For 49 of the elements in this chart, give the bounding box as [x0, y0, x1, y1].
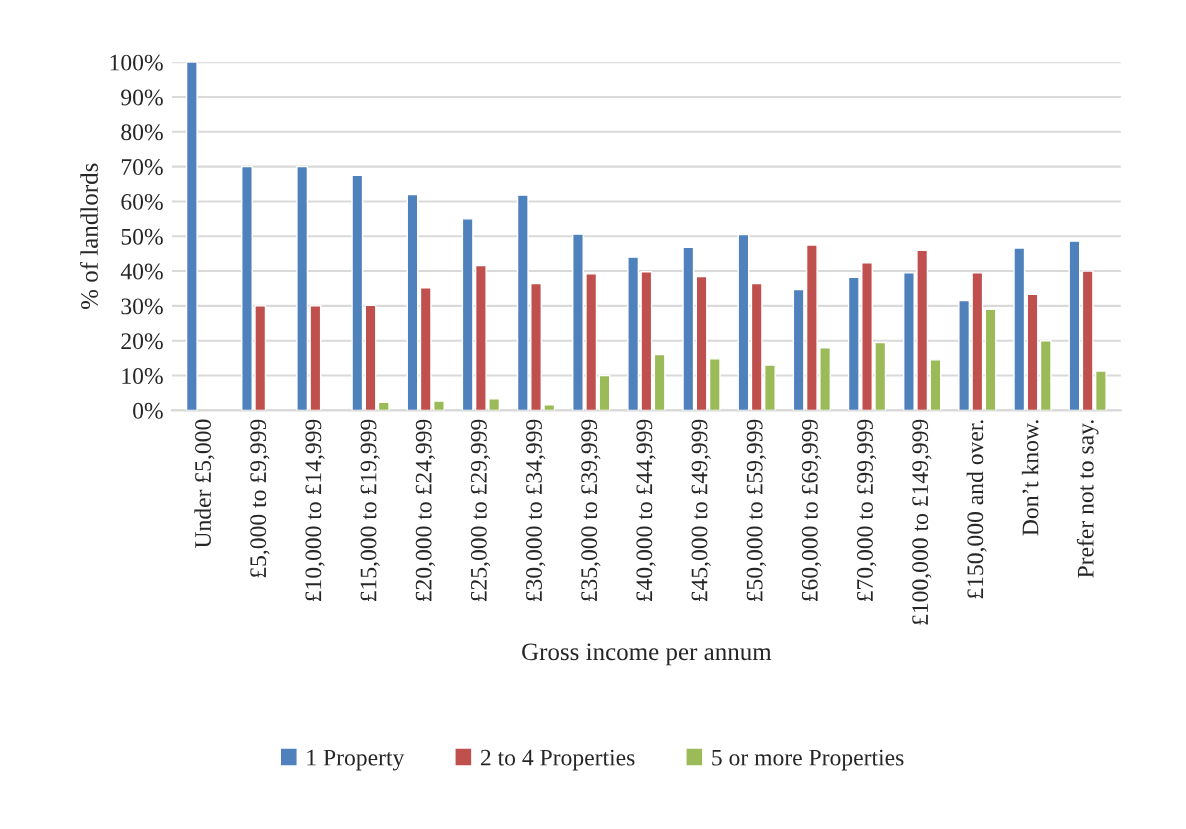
legend-label: 1 Property: [307, 749, 405, 771]
y-tick-label: 50%: [121, 228, 163, 245]
bar: [737, 233, 750, 411]
bar: [1026, 293, 1039, 411]
x-tick-label: £5,000 to £9,999: [250, 419, 270, 578]
y-tick-label: 80%: [121, 124, 163, 141]
x-tick-label: Prefer not to say.: [1076, 420, 1099, 578]
bar: [1039, 340, 1052, 411]
x-tick-label: Don’t know.: [1021, 420, 1039, 536]
y-tick-label: 30%: [121, 298, 163, 315]
bar: [351, 174, 364, 411]
y-tick-label: 90%: [121, 89, 163, 106]
bar: [377, 401, 390, 411]
x-tick-label: £25,000 to £29,999: [470, 419, 491, 601]
bar: [984, 308, 997, 411]
x-tick-label: £10,000 to £14,999: [305, 419, 325, 601]
x-tick-label: £45,000 to £49,999: [691, 419, 711, 601]
y-tick-label: 100%: [110, 54, 163, 71]
x-tick-label: £60,000 to £69,999: [801, 419, 822, 601]
bar: [695, 275, 708, 411]
y-axis-title: % of landlords: [80, 163, 98, 310]
y-tick-label: 20%: [121, 333, 163, 350]
bar: [406, 193, 419, 411]
x-axis-title: Gross income per annum: [522, 643, 772, 666]
x-tick-label: Under £5,000: [194, 419, 215, 549]
bar: [708, 358, 721, 411]
x-tick-label: £150,000 and over.: [966, 420, 987, 599]
y-tick-label: 60%: [121, 193, 163, 210]
y-tick-label: 40%: [120, 263, 163, 280]
bar: [1013, 247, 1026, 411]
bar: [598, 374, 611, 411]
y-tick-label: 10%: [122, 368, 163, 385]
x-tick-label: £40,000 to £44,999: [636, 419, 656, 601]
bar: [682, 246, 695, 411]
bar: [1068, 240, 1081, 411]
x-tick-label: £15,000 to £19,999: [360, 419, 380, 601]
x-tick-label: £100,000 to £149,999: [912, 419, 932, 625]
x-tick-label: £70,000 to £99,999: [857, 419, 877, 601]
bar: [185, 62, 198, 411]
legend-label: 2 to 4 Properties: [480, 749, 635, 771]
x-tick-label: £35,000 to £39,999: [581, 419, 601, 601]
y-tick-label: 0%: [133, 402, 163, 419]
y-tick-label: 70%: [121, 159, 163, 176]
x-tick-label: £50,000 to £59,999: [746, 419, 766, 601]
x-tick-label: £20,000 to £24,999: [415, 419, 436, 601]
legend-label: 5 or more Properties: [712, 749, 904, 771]
bar: [364, 304, 377, 411]
x-tick-label: £30,000 to £34,999: [526, 419, 546, 601]
bar: [653, 353, 666, 411]
